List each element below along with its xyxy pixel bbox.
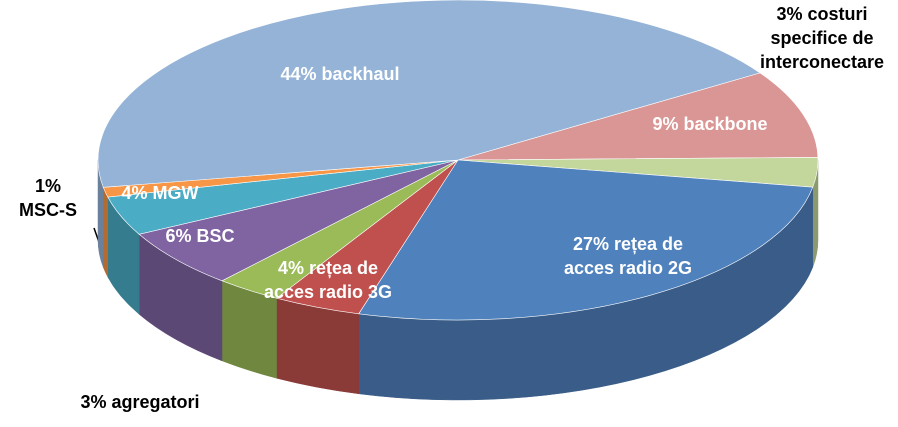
data-label-line: 44% backhaul bbox=[280, 64, 399, 84]
slice-side bbox=[103, 187, 109, 278]
pie-tops bbox=[97, 0, 819, 321]
data-label-line: 3% costuri bbox=[776, 4, 867, 24]
data-label: 44% backhaul bbox=[280, 64, 399, 84]
slice-side bbox=[276, 297, 359, 395]
data-label-line: acces radio 2G bbox=[564, 258, 692, 278]
slice bbox=[138, 159, 459, 282]
data-label-line: MSC-S bbox=[19, 200, 77, 220]
data-label-line: 6% BSC bbox=[165, 226, 234, 246]
data-label: 6% BSC bbox=[165, 226, 234, 246]
slice bbox=[358, 159, 814, 321]
data-label: 9% backbone bbox=[652, 114, 767, 134]
data-label-line: acces radio 3G bbox=[264, 282, 392, 302]
pie-sides bbox=[97, 159, 819, 401]
data-label-line: 3% agregatori bbox=[80, 392, 199, 412]
data-label: 4% MGW bbox=[121, 183, 198, 203]
slice bbox=[97, 0, 761, 188]
data-label-line: specifice de bbox=[770, 28, 873, 48]
data-label-line: 4% MGW bbox=[121, 183, 198, 203]
data-label: 3% agregatori bbox=[80, 392, 199, 412]
data-label-line: 27% rețea de bbox=[573, 234, 683, 254]
data-label-line: interconectare bbox=[760, 52, 884, 72]
data-label-line: 9% backbone bbox=[652, 114, 767, 134]
data-label-line: 1% bbox=[35, 176, 61, 196]
data-label: 27% rețea de acces radio 2G bbox=[564, 234, 692, 278]
data-label: 3% costuri specifice de interconectare bbox=[760, 4, 884, 72]
slice bbox=[457, 72, 819, 161]
data-label-line: 4% rețea de bbox=[278, 258, 378, 278]
data-label: 4% rețea de acces radio 3G bbox=[264, 258, 392, 302]
data-label: 1% MSC-S bbox=[19, 176, 77, 220]
